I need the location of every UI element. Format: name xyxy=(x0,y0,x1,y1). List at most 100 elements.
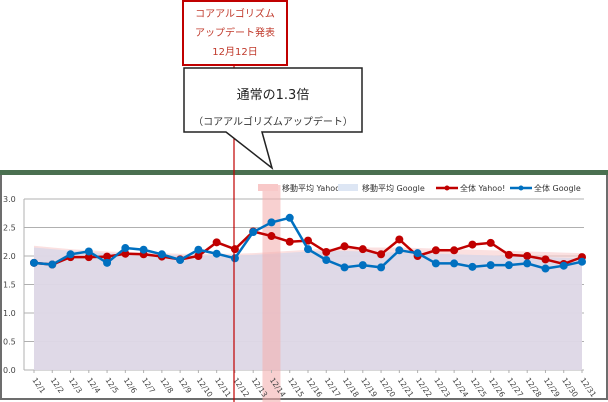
x-tick-label: 12/18 xyxy=(341,376,361,399)
y-tick-label: 1.5 xyxy=(3,281,16,290)
legend-label: 移動平均 Google xyxy=(362,183,425,193)
x-tick-label: 12/19 xyxy=(359,376,379,399)
callout-subtitle: （コアアルゴリズムアップデート） xyxy=(193,117,353,128)
google-line xyxy=(30,213,586,273)
data-point xyxy=(103,252,112,261)
data-point xyxy=(121,249,130,258)
x-tick-label: 12/20 xyxy=(377,376,397,399)
data-point xyxy=(194,245,203,254)
x-tick-label: 12/21 xyxy=(396,376,416,399)
chart-top-border xyxy=(0,170,608,175)
x-tick-label: 12/7 xyxy=(140,376,157,395)
announcement-line-2: アップデート発表 xyxy=(195,27,275,39)
data-point xyxy=(194,252,203,260)
x-axis-labels: 12/1 12/2 12/3 12/4 12/5 12/6 12/7 12/8 12/9 12/1… xyxy=(30,370,598,399)
x-tick-label: 12/3 xyxy=(67,376,84,395)
data-point xyxy=(523,252,532,260)
data-point xyxy=(431,246,440,255)
data-point xyxy=(322,248,331,257)
data-point xyxy=(377,250,386,259)
x-tick-label: 12/26 xyxy=(487,376,507,399)
x-tick-label: 12/27 xyxy=(505,376,525,399)
data-point xyxy=(139,245,148,254)
x-tick-label: 12/1 xyxy=(30,376,47,395)
y-tick-label: 1.0 xyxy=(3,309,16,318)
legend-item: 全体 Yahoo! xyxy=(436,183,505,193)
announcement-date: 12月12日 xyxy=(212,46,258,58)
data-point xyxy=(431,259,440,268)
highlight-band-12-14 xyxy=(262,185,281,402)
x-tick-label: 12/17 xyxy=(323,376,343,399)
chart-legend: 移動平均 Yahoo! 移動平均 Google 全体 Yahoo! 全体 Google xyxy=(258,183,581,193)
data-point xyxy=(541,264,550,273)
legend-item: 移動平均 Google xyxy=(338,183,425,193)
data-point xyxy=(230,254,239,263)
x-tick-label: 12/5 xyxy=(103,376,120,395)
data-point xyxy=(212,238,221,247)
y-axis-labels: 0.0 0.5 1.0 1.5 2.0 2.5 3.0 xyxy=(3,195,16,375)
data-point xyxy=(413,249,422,258)
data-point xyxy=(358,245,367,254)
data-point xyxy=(249,228,258,237)
x-tick-label: 12/4 xyxy=(85,376,102,395)
data-point xyxy=(358,261,367,270)
x-tick-label: 12/2 xyxy=(49,376,66,395)
data-point xyxy=(66,250,75,259)
data-point xyxy=(267,218,276,227)
data-point xyxy=(267,232,276,241)
legend-label: 全体 Google xyxy=(534,183,581,193)
x-tick-label: 12/15 xyxy=(286,376,306,399)
data-point xyxy=(121,244,130,253)
data-point xyxy=(230,245,239,254)
y-tick-label: 3.0 xyxy=(3,195,16,204)
data-point xyxy=(285,213,294,222)
data-point xyxy=(486,261,495,270)
data-point xyxy=(30,258,38,267)
x-tick-label: 12/9 xyxy=(176,376,193,395)
data-point xyxy=(377,263,386,272)
data-point xyxy=(340,263,349,272)
data-point xyxy=(304,245,312,254)
callout-title: 通常の1.3倍 xyxy=(236,88,310,103)
data-point xyxy=(304,236,312,245)
x-tick-label: 12/22 xyxy=(414,376,434,399)
data-point xyxy=(450,259,459,268)
y-tick-label: 0.0 xyxy=(3,366,16,375)
data-point xyxy=(578,257,586,266)
x-tick-label: 12/10 xyxy=(195,376,215,399)
data-point xyxy=(504,261,513,270)
data-point xyxy=(340,242,349,251)
x-tick-label: 12/30 xyxy=(560,376,580,399)
data-point xyxy=(285,237,294,246)
data-point xyxy=(468,262,477,271)
data-point xyxy=(103,258,112,267)
data-point xyxy=(48,260,57,269)
data-point xyxy=(559,261,568,270)
x-tick-label: 12/28 xyxy=(524,376,544,399)
announcement-line-1: コアアルゴリズム xyxy=(195,8,275,20)
data-point xyxy=(541,255,550,264)
data-point xyxy=(395,235,404,244)
moving-average-areas xyxy=(34,245,582,370)
y-tick-label: 0.5 xyxy=(3,338,16,347)
x-tick-label: 12/23 xyxy=(432,376,452,399)
data-point xyxy=(504,250,513,259)
data-point xyxy=(212,249,221,258)
x-tick-label: 12/6 xyxy=(122,376,139,395)
x-tick-label: 12/11 xyxy=(213,376,233,399)
y-tick-label: 2.0 xyxy=(3,252,16,261)
data-point xyxy=(322,255,331,264)
data-lines xyxy=(30,213,586,273)
legend-item: 全体 Google xyxy=(510,183,581,193)
data-point xyxy=(450,246,459,255)
y-tick-label: 2.5 xyxy=(3,224,16,233)
data-point xyxy=(395,246,404,255)
callout-text: 通常の1.3倍 （コアアルゴリズムアップデート） xyxy=(183,70,363,128)
data-point xyxy=(523,259,532,268)
data-point xyxy=(176,255,185,264)
legend-label: 移動平均 Yahoo! xyxy=(282,183,343,193)
data-point xyxy=(157,250,166,259)
legend-item: 移動平均 Yahoo! xyxy=(258,183,343,193)
ma-google-area xyxy=(34,247,582,370)
